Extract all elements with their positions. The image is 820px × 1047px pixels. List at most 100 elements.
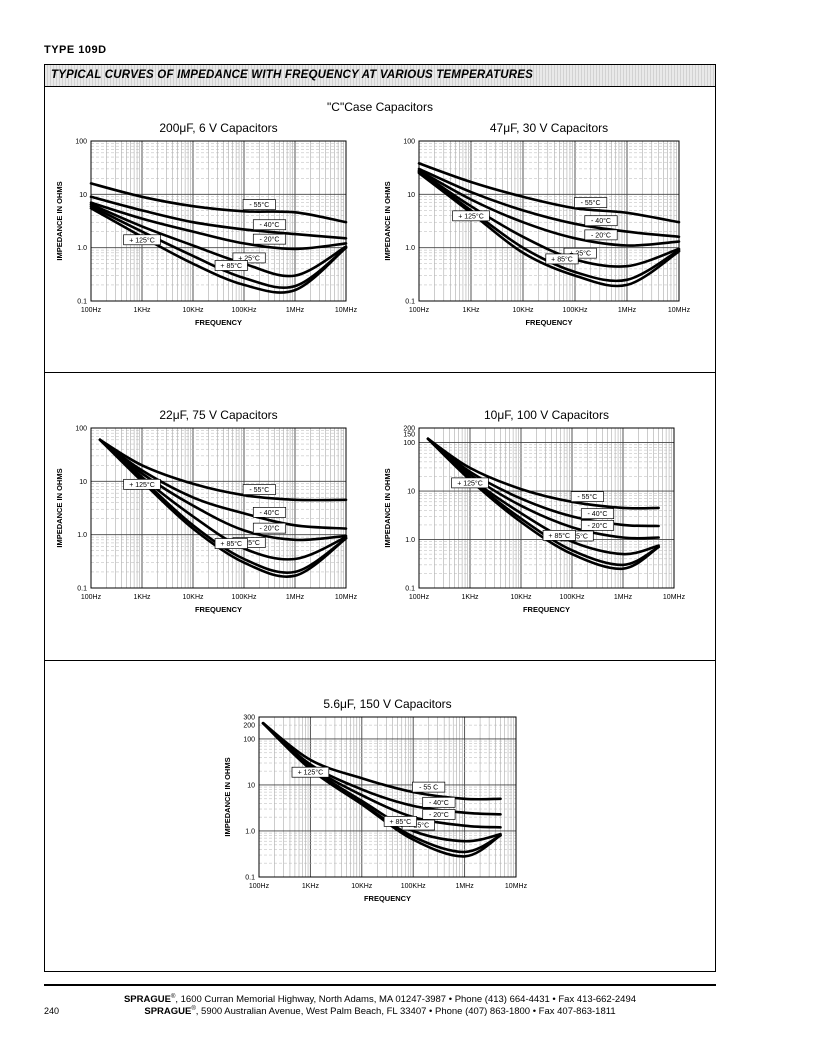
y-axis-label: IMPEDANCE IN OHMS	[383, 181, 392, 260]
plot-frame	[418, 427, 675, 589]
plot-frame	[258, 716, 517, 878]
divider-row-1	[45, 372, 715, 373]
x-tick-label: 100Hz	[409, 307, 430, 314]
series-line-20-c	[417, 169, 681, 247]
chart-title: 200μF, 6 V Capacitors	[159, 121, 277, 135]
y-tick-label: 1.0	[405, 537, 415, 544]
case-title: "C"Case Capacitors	[327, 100, 433, 114]
series-label: + 25°C	[566, 532, 588, 540]
x-tick-label: 100Hz	[409, 594, 430, 601]
x-tick-label: 10MHz	[335, 307, 358, 314]
series-label-box	[123, 234, 161, 246]
plot-frame	[90, 427, 347, 589]
series-label-box	[123, 478, 161, 490]
series-label-box	[242, 199, 276, 210]
x-axis-label: FREQUENCY	[195, 318, 242, 327]
x-tick-label: 100KHz	[401, 883, 426, 890]
y-tick-label: 0.1	[405, 299, 415, 306]
series-line-55-c	[417, 162, 681, 224]
series-label: + 125°C	[457, 479, 483, 487]
chart-10uf-100v: 10μF, 100 V Capacitors 100Hz 1KHz 10KHz 100K…	[378, 405, 708, 620]
series-label-box	[252, 219, 287, 231]
series-label: + 25°C	[238, 254, 260, 262]
series-line-55-c	[261, 721, 502, 801]
series-line-20-c	[98, 438, 348, 542]
series-label: + 125°C	[129, 481, 155, 489]
y-axis-label: IMPEDANCE IN OHMS	[383, 468, 392, 547]
series-label: - 40°C	[588, 510, 608, 518]
series-label: - 40°C	[260, 509, 280, 517]
series-label: - 55°C	[581, 199, 601, 207]
y-tick-label: 10	[407, 192, 415, 199]
series-labels: - 55°C- 40°C- 20°C+ 25°C+ 85°C+ 125°C	[123, 478, 287, 549]
series-label: - 55°C	[577, 493, 597, 501]
series-group	[417, 162, 681, 288]
series-label-box	[422, 809, 456, 820]
series-line-40-c	[98, 438, 348, 530]
series-label-box	[545, 253, 579, 265]
series-label: + 85°C	[220, 540, 242, 548]
series-line-85-c	[417, 170, 681, 283]
series-label-box	[242, 484, 276, 495]
series-label: + 85°C	[548, 532, 570, 540]
y-tick-label: 200	[243, 723, 255, 730]
series-label: - 20°C	[260, 236, 280, 244]
series-label: + 25°C	[407, 822, 429, 830]
y-tick-label: 100	[75, 139, 87, 146]
footer-address-west-palm-beach: SPRAGUE®, 5900 Australian Avenue, West P…	[44, 1006, 716, 1017]
series-line-55-c	[98, 438, 348, 502]
y-tick-label: 1.0	[405, 245, 415, 252]
series-line-25-c	[89, 203, 348, 278]
series-label: + 85°C	[390, 818, 412, 826]
series-label: - 55°C	[249, 486, 269, 494]
series-label: + 125°C	[129, 236, 155, 244]
series-group	[426, 437, 660, 571]
y-tick-label: 100	[403, 440, 415, 447]
x-tick-label: 10KHz	[182, 594, 204, 601]
x-tick-label: 1KHz	[133, 307, 151, 314]
footer-text-2: , 5900 Australian Avenue, West Palm Beac…	[195, 1006, 616, 1018]
x-tick-label: 100KHz	[560, 594, 585, 601]
y-tick-label: 1.0	[245, 828, 255, 835]
chart-svg: 200μF, 6 V Capacitors 100Hz 1KHz 10KHz 100KH…	[55, 121, 358, 327]
series-labels: - 55°C- 40°C- 20°C+ 25°C+ 85°C+ 125°C	[123, 199, 287, 271]
chart-svg: 47μF, 30 V Capacitors 100Hz 1KHz 10KHz 100KH…	[383, 121, 691, 327]
series-label-box	[232, 252, 266, 264]
series-label: - 20°C	[260, 525, 280, 533]
chart-title: 47μF, 30 V Capacitors	[490, 121, 608, 135]
series-label-box	[451, 477, 489, 489]
x-tick-label: 100KHz	[232, 307, 257, 314]
series-label: - 40°C	[429, 799, 449, 807]
y-axis-label: IMPEDANCE IN OHMS	[55, 181, 64, 260]
series-label-box	[214, 538, 248, 549]
y-tick-label: 150	[403, 432, 415, 439]
x-tick-label: 1MHz	[614, 594, 633, 601]
series-label: - 20°C	[588, 522, 608, 530]
series-label-box	[412, 781, 446, 793]
series-line-125-c	[417, 171, 681, 288]
chart-title: 22μF, 75 V Capacitors	[159, 408, 277, 422]
series-label: + 125°C	[458, 212, 484, 220]
series-label-box	[252, 507, 287, 518]
series-line-40-c	[426, 437, 660, 528]
series-labels: - 55°C- 40°C- 20°C+ 25°C+ 85°C+ 125°C	[452, 197, 618, 265]
series-label: + 85°C	[551, 255, 573, 263]
x-axis-label: FREQUENCY	[525, 318, 572, 327]
series-label: + 85°C	[220, 262, 242, 270]
x-tick-label: 1MHz	[286, 307, 305, 314]
y-tick-label: 0.1	[77, 586, 87, 593]
x-tick-label: 100Hz	[249, 883, 270, 890]
series-label-box	[422, 796, 456, 808]
series-label-box	[563, 247, 597, 259]
x-tick-label: 10MHz	[505, 883, 528, 890]
x-axis-label: FREQUENCY	[523, 605, 570, 614]
y-tick-label: 100	[75, 426, 87, 433]
x-axis-label: FREQUENCY	[195, 605, 242, 614]
y-tick-label: 10	[247, 782, 255, 789]
banner-title: TYPICAL CURVES OF IMPEDANCE WITH FREQUEN…	[51, 69, 533, 81]
y-tick-label: 1.0	[77, 245, 87, 252]
y-tick-label: 0.1	[77, 299, 87, 306]
series-label-box	[252, 233, 287, 245]
x-tick-label: 100Hz	[81, 594, 102, 601]
